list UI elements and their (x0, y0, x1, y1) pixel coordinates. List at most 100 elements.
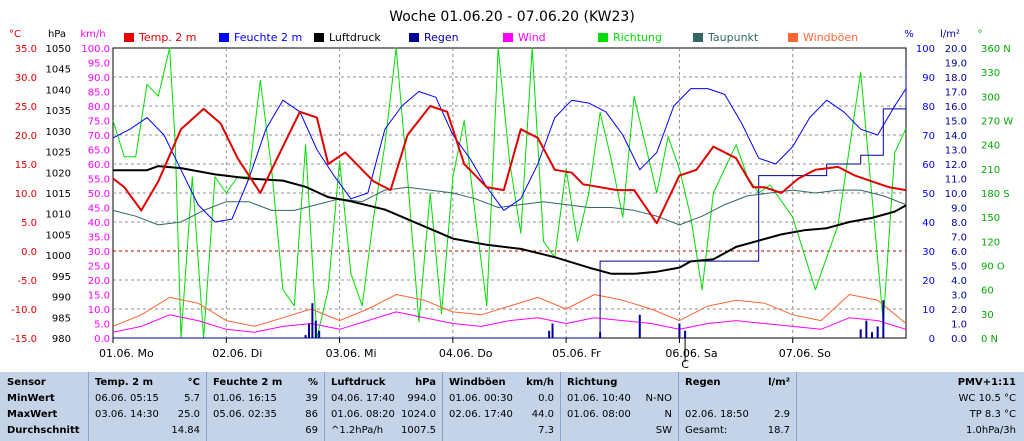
legend-label: Windböen (803, 31, 858, 44)
stats-temp-value: 25.0 (177, 409, 200, 420)
stats-hum-time: 05.06. 02:35 (213, 409, 277, 420)
rain-axis-tick: 0.0 (951, 334, 967, 345)
rain-axis-tick: 11.0 (945, 175, 967, 186)
stats-press-value: 994.0 (407, 393, 436, 404)
series-line-luftdruck (113, 165, 907, 275)
stats-gust-time: 01.06. 00:30 (449, 393, 513, 404)
rain-bar (304, 335, 307, 338)
temp-axis-tick: 5.0 (21, 218, 37, 229)
stats-row-avg: Durchschnitt 14.84 69 ^1.2hPa/h 1007.5 7… (0, 424, 1024, 437)
plot-area: C (112, 47, 907, 371)
legend-item: Luftdruck (314, 31, 381, 44)
stats-rain-value: 2.9 (774, 409, 790, 420)
stats-temp-time: 03.06. 14:30 (95, 409, 159, 420)
temp-axis-tick: -15.0 (11, 334, 37, 345)
stats-press-unit: hPa (415, 377, 436, 388)
rain-axis-tick: 15.0 (945, 117, 967, 128)
rain-axis-tick: 5.0 (951, 262, 967, 273)
axes: 35.0 30.0 25.0 20.0 15.0 10.0 5.0 0.0 -5.0 -10.0 -… (11, 44, 1013, 345)
rain-bar (871, 332, 874, 338)
humidity-axis-tick: 70 (922, 131, 935, 142)
wind-axis-tick: 40.0 (88, 218, 110, 229)
pressure-axis-tick: 1035 (46, 106, 71, 117)
wind-axis-tick: 85.0 (88, 88, 110, 99)
stats-press-time: 04.06. 17:40 (331, 393, 395, 404)
stats-sensor-header: Sensor (7, 377, 46, 388)
stats-gust-unit: km/h (526, 377, 554, 388)
series-line-feuchte-2-m (112, 88, 907, 223)
direction-axis-tick: 150 (981, 213, 1000, 224)
stats-temp-value: 5.7 (184, 393, 200, 404)
temp-axis-tick: 35.0 (15, 44, 37, 55)
humidity-axis-tick: 80 (922, 102, 935, 113)
day-label: 06.06. Sa (665, 347, 717, 360)
direction-axis-tick: 330 (981, 68, 1000, 79)
legend-swatch (598, 33, 608, 42)
legend-item: Feuchte 2 m (219, 31, 302, 44)
stats-row-label: Durchschnitt (7, 425, 80, 436)
stats-dir-value: N (664, 409, 672, 420)
pressure-axis-tick: 995 (52, 272, 71, 283)
rain-bar (882, 300, 885, 338)
legend-swatch (124, 33, 134, 42)
direction-axis-tick: 0 N (981, 334, 998, 345)
legend-label: Temp. 2 m (138, 31, 197, 44)
wind-axis-tick: 30.0 (88, 247, 110, 258)
temp-axis-tick: 25.0 (15, 102, 37, 113)
stats-hum-value: 86 (305, 409, 318, 420)
stats-dir-time: 01.06. 10:40 (567, 393, 631, 404)
rain-axis-tick: 13.0 (945, 146, 967, 157)
temp-axis-tick: 30.0 (15, 73, 37, 84)
humidity-axis-tick: 40 (922, 218, 935, 229)
pressure-axis-tick: 1000 (46, 251, 71, 262)
day-label: 02.06. Di (212, 347, 262, 360)
pressure-unit-label: hPa (48, 29, 66, 40)
rain-bar (548, 330, 551, 338)
stats-press-header: Luftdruck (331, 377, 386, 388)
rain-bar (551, 323, 554, 338)
legend-swatch (314, 33, 324, 42)
legend-label: Luftdruck (329, 31, 381, 44)
humidity-unit-label: % (904, 29, 914, 40)
stats-hum-header: Feuchte 2 m (213, 377, 283, 388)
wind-axis-tick: 25.0 (88, 262, 110, 273)
rain-axis-tick: 2.0 (951, 305, 967, 316)
direction-axis-tick: 30 (981, 310, 994, 321)
stats-press-value: 1024.0 (401, 409, 436, 420)
humidity-axis-tick: 90 (922, 73, 935, 84)
legend-item: Temp. 2 m (124, 31, 197, 44)
direction-axis-tick: 270 W (981, 117, 1013, 128)
rain-bar (638, 314, 641, 338)
legend-swatch (503, 33, 513, 42)
stats-gust-value: 0.0 (538, 393, 554, 404)
day-label: 05.06. Fr (552, 347, 601, 360)
legend-item: Wind (503, 31, 546, 44)
humidity-axis-tick: 10 (922, 305, 935, 316)
rain-axis-tick: 1.0 (951, 320, 967, 331)
direction-axis-tick: 90 O (981, 262, 1005, 273)
stats-rain-time: 02.06. 18:50 (685, 409, 749, 420)
rain-axis-tick: 4.0 (951, 276, 967, 287)
stats-temp-time: 06.06. 05:15 (95, 393, 159, 404)
stats-temp-value: 14.84 (171, 425, 200, 436)
stats-temp-header: Temp. 2 m (95, 377, 153, 388)
temp-axis-tick: 10.0 (15, 189, 37, 200)
wind-axis-tick: 45.0 (88, 204, 110, 215)
legend-swatch (219, 33, 229, 42)
rain-unit-label: l/m² (940, 29, 960, 40)
rain-bar (876, 326, 879, 338)
wind-axis-tick: 65.0 (88, 146, 110, 157)
humidity-axis-tick: 30 (922, 247, 935, 258)
wind-axis-tick: 10.0 (88, 305, 110, 316)
legend-label: Feuchte 2 m (234, 31, 302, 44)
pressure-axis-tick: 1020 (46, 168, 71, 179)
day-label: 07.06. So (779, 347, 831, 360)
day-label: 01.06. Mo (99, 347, 154, 360)
stats-dir-value: SW (655, 425, 672, 436)
stats-rain-value: 18.7 (767, 425, 790, 436)
legend-item: Taupunkt (693, 31, 759, 44)
stats-row-label: MinWert (7, 393, 55, 404)
now-marker-label: C (681, 358, 689, 371)
pressure-axis-tick: 990 (52, 293, 71, 304)
rain-axis-tick: 7.0 (951, 233, 967, 244)
